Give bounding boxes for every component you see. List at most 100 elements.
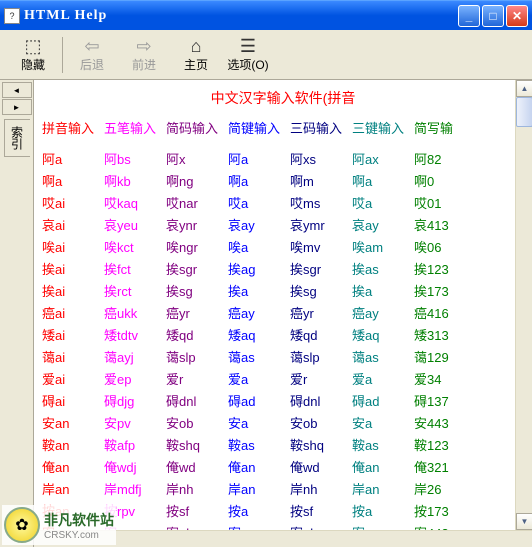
table-cell: 挨as (352, 259, 414, 281)
table-cell: 癌416 (414, 303, 476, 325)
table-cell: 俺wdj (104, 457, 166, 479)
forward-button[interactable]: ⇨前进 (119, 33, 169, 77)
table-cell: 爱a (352, 369, 414, 391)
table-cell: 爱a (228, 369, 290, 391)
minimize-button[interactable]: _ (458, 5, 480, 27)
data-table: 阿a阿bs阿x阿a阿xs阿ax阿82啊a啊kb啊ng啊a啊m啊a啊0哎ai哎ka… (42, 149, 532, 547)
table-cell: 鞍as (228, 435, 290, 457)
table-cell: 阿82 (414, 149, 476, 171)
table-cell: 碍djg (104, 391, 166, 413)
watermark: ✿ 非凡软件站 CRSKY.com (2, 505, 116, 545)
table-row: 俺an俺wdj俺wd俺an俺wd俺an俺321 (42, 457, 532, 479)
table-cell: 阿a (228, 149, 290, 171)
sidebar: ◄ ► 索引 (0, 80, 34, 547)
table-cell: 矮tdtv (104, 325, 166, 347)
sidebar-tab-index[interactable]: 索引 (4, 119, 30, 157)
table-cell: 挨a (228, 281, 290, 303)
hide-icon: ⬚ (24, 36, 41, 56)
table-cell: 哎01 (414, 193, 476, 215)
maximize-button[interactable]: □ (482, 5, 504, 27)
table-row: 碍ai碍djg碍dnl碍ad碍dnl碍ad碍137 (42, 391, 532, 413)
table-cell: 岸nh (290, 479, 352, 501)
table-cell: 哀413 (414, 215, 476, 237)
column-header: 简码输入 (166, 118, 228, 137)
table-cell: 唉kct (104, 237, 166, 259)
table-cell: 挨sg (166, 281, 228, 303)
table-cell: 癌yr (166, 303, 228, 325)
table-row: 挨ai挨fct挨sgr挨ag挨sgr挨as挨123 (42, 259, 532, 281)
table-cell: 蔼slp (290, 347, 352, 369)
table-cell: 蔼slp (166, 347, 228, 369)
table-cell: 岸nh (166, 479, 228, 501)
scroll-down-button[interactable]: ▼ (516, 513, 532, 530)
sidebar-scroll-left[interactable]: ◄ (2, 82, 32, 98)
table-row: 哀ai哀yeu哀ynr哀ay哀ymr哀ay哀413 (42, 215, 532, 237)
hide-button[interactable]: ⬚隐藏 (8, 33, 58, 77)
table-cell: 安a (228, 413, 290, 435)
options-button[interactable]: ☰选项(O) (223, 33, 273, 77)
table-cell: 矮313 (414, 325, 476, 347)
table-cell: 蔼ai (42, 347, 104, 369)
content-pane: 中文汉字输入软件(拼音 拼音输入五笔输入简码输入简键输入三码输入三键输入简写输 … (34, 80, 532, 547)
table-cell: 按sf (166, 501, 228, 523)
table-cell: 鞍as (352, 435, 414, 457)
scroll-thumb[interactable] (516, 97, 532, 127)
table-cell: 矮ai (42, 325, 104, 347)
table-cell: 按a (352, 501, 414, 523)
table-cell: 唉am (352, 237, 414, 259)
close-button[interactable]: ✕ (506, 5, 528, 27)
table-cell: 挨sg (290, 281, 352, 303)
content-heading: 中文汉字输入软件(拼音 (42, 88, 532, 108)
table-cell: 唉ngr (166, 237, 228, 259)
table-row: 爱ai爱ep爱r爱a爱r爱a爱34 (42, 369, 532, 391)
forward-icon: ⇨ (136, 36, 151, 56)
table-cell: 碍dnl (290, 391, 352, 413)
table-cell: 爱r (290, 369, 352, 391)
table-cell: 哎a (228, 193, 290, 215)
table-cell: 阿x (166, 149, 228, 171)
column-headers: 拼音输入五笔输入简码输入简键输入三码输入三键输入简写输 (42, 118, 532, 137)
table-cell: 俺321 (414, 457, 476, 479)
table-cell: 挨ag (228, 259, 290, 281)
table-cell: 俺an (228, 457, 290, 479)
scroll-up-button[interactable]: ▲ (516, 80, 532, 97)
table-cell: 蔼as (352, 347, 414, 369)
table-cell: 哎nar (166, 193, 228, 215)
table-cell: 鞍123 (414, 435, 476, 457)
sidebar-scroll-right[interactable]: ► (2, 99, 32, 115)
table-cell: 啊kb (104, 171, 166, 193)
table-cell: 爱r (166, 369, 228, 391)
table-cell: 唉a (228, 237, 290, 259)
options-icon: ☰ (240, 36, 256, 56)
table-row: 矮ai矮tdtv矮qd矮aq矮qd矮aq矮313 (42, 325, 532, 347)
table-cell: 矮qd (290, 325, 352, 347)
table-cell: 鞍shq (290, 435, 352, 457)
table-cell: 哎ms (290, 193, 352, 215)
table-cell: 啊a (228, 171, 290, 193)
table-cell: 啊a (352, 171, 414, 193)
table-cell: 阿xs (290, 149, 352, 171)
table-cell: 蔼ayj (104, 347, 166, 369)
watermark-url: CRSKY.com (44, 530, 114, 541)
table-cell: 安an (42, 413, 104, 435)
main-area: ◄ ► 索引 中文汉字输入软件(拼音 拼音输入五笔输入简码输入简键输入三码输入三… (0, 80, 532, 547)
table-cell: 癌ay (228, 303, 290, 325)
table-row: 哎ai哎kaq哎nar哎a哎ms哎a哎01 (42, 193, 532, 215)
table-cell: 蔼129 (414, 347, 476, 369)
home-button[interactable]: ⌂主页 (171, 33, 221, 77)
table-row: 岸an岸mdfj岸nh岸an岸nh岸an岸26 (42, 479, 532, 501)
table-cell: 碍ad (352, 391, 414, 413)
table-cell: 癌ukk (104, 303, 166, 325)
table-cell: 唉mv (290, 237, 352, 259)
vertical-scrollbar[interactable]: ▲ ▼ (515, 80, 532, 547)
table-cell: 挨ai (42, 259, 104, 281)
table-cell: 癌yr (290, 303, 352, 325)
window-title: HTML Help (24, 8, 458, 24)
table-row: 唉ai唉kct唉ngr唉a唉mv唉am唉06 (42, 237, 532, 259)
table-cell: 按sf (290, 501, 352, 523)
column-header: 三码输入 (290, 118, 352, 137)
table-cell: 啊m (290, 171, 352, 193)
back-button[interactable]: ⇦后退 (67, 33, 117, 77)
watermark-name: 非凡软件站 (44, 510, 114, 530)
watermark-logo-icon: ✿ (4, 507, 40, 543)
